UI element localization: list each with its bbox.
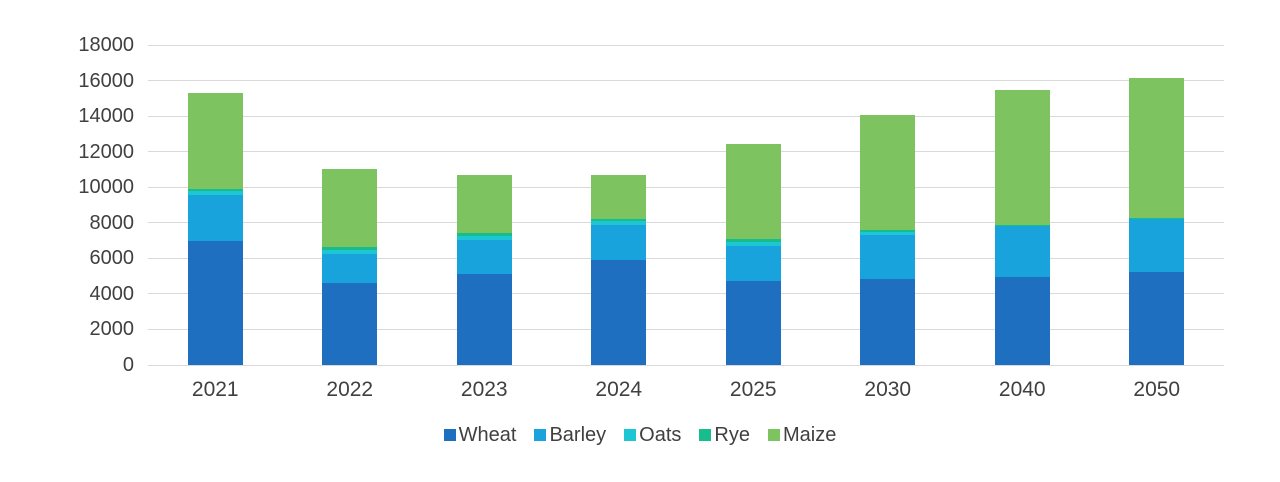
legend-label: Barley xyxy=(549,424,607,446)
gridline xyxy=(148,80,1224,82)
legend-label: Oats xyxy=(639,424,682,446)
bar-segment-2023-wheat xyxy=(456,274,512,365)
x-axis-tick-label: 2040 xyxy=(998,378,1046,401)
bar-segment-2021-wheat xyxy=(187,240,243,365)
bar-segment-2030-wheat xyxy=(860,278,916,365)
bar-segment-2024-oats xyxy=(591,220,647,225)
bar-segment-2024-maize xyxy=(591,174,647,220)
legend-item-oats: Oats xyxy=(624,422,681,448)
bar-segment-2022-wheat xyxy=(322,283,378,365)
x-axis-tick-label: 2050 xyxy=(1133,378,1181,401)
x-axis-tick-label: 2021 xyxy=(191,378,239,401)
bar-segment-2030-rye xyxy=(860,229,916,232)
legend-swatch-icon xyxy=(767,429,780,441)
bar-segment-2040-oats xyxy=(994,225,1050,227)
y-axis-tick-label: 6000 xyxy=(89,247,135,270)
x-axis-tick-label: 2022 xyxy=(326,378,374,401)
bar-segment-2021-rye xyxy=(187,188,243,191)
bar-segment-2024-rye xyxy=(591,219,647,221)
x-axis-line xyxy=(148,364,1224,366)
gridline xyxy=(148,44,1224,46)
bar-segment-2040-maize xyxy=(994,89,1050,225)
legend-item-maize: Maize xyxy=(767,422,837,448)
bar-segment-2021-barley xyxy=(187,195,243,241)
bar-segment-2023-oats xyxy=(456,235,512,240)
bar-segment-2023-barley xyxy=(456,239,512,275)
gridline xyxy=(148,222,1224,224)
legend-label: Rye xyxy=(714,424,750,446)
bar-segment-2025-maize xyxy=(725,144,781,240)
y-axis-tick-label: 16000 xyxy=(78,69,134,92)
bar-segment-2040-barley xyxy=(994,226,1050,277)
y-axis-tick-label: 2000 xyxy=(89,318,135,341)
bar-segment-2022-oats xyxy=(322,250,378,254)
gridline xyxy=(148,257,1224,259)
gridline xyxy=(148,293,1224,295)
legend-item-rye: Rye xyxy=(699,422,750,448)
x-axis-tick-label: 2023 xyxy=(460,378,508,401)
bar-segment-2040-rye xyxy=(994,224,1050,226)
bar-segment-2024-wheat xyxy=(591,260,647,365)
legend-item-wheat: Wheat xyxy=(443,422,517,448)
bar-segment-2024-barley xyxy=(591,224,647,261)
bar-segment-2023-rye xyxy=(456,233,512,236)
legend-item-barley: Barley xyxy=(534,422,606,448)
bar-segment-2040-wheat xyxy=(994,277,1050,365)
y-axis-tick-label: 12000 xyxy=(78,140,134,163)
gridline xyxy=(148,151,1224,153)
bar-segment-2021-maize xyxy=(187,92,243,189)
gridline xyxy=(148,328,1224,330)
gridline xyxy=(148,115,1224,117)
bar-segment-2030-barley xyxy=(860,234,916,279)
x-axis-tick-label: 2024 xyxy=(595,378,643,401)
legend-swatch-icon xyxy=(699,429,712,441)
bar-segment-2050-oats xyxy=(1129,218,1185,220)
legend-swatch-icon xyxy=(624,429,637,441)
legend-label: Maize xyxy=(782,424,837,446)
y-axis-tick-label: 18000 xyxy=(78,34,134,56)
bar-segment-2025-oats xyxy=(725,241,781,246)
bar-segment-2030-maize xyxy=(860,115,916,230)
gridline xyxy=(148,186,1224,188)
bar-segment-2023-maize xyxy=(456,174,512,234)
legend-swatch-icon xyxy=(443,429,456,441)
bar-segment-2022-rye xyxy=(322,247,378,251)
legend-swatch-icon xyxy=(534,429,547,441)
y-axis-tick-label: 0 xyxy=(122,354,134,376)
y-axis-tick-label: 14000 xyxy=(78,105,134,128)
bar-segment-2050-barley xyxy=(1129,219,1185,272)
bar-segment-2021-oats xyxy=(187,190,243,196)
bar-segment-2050-maize xyxy=(1129,78,1185,218)
bar-segment-2022-maize xyxy=(322,169,378,248)
bar-segment-2030-oats xyxy=(860,231,916,235)
chart-legend: Wheat Barley Oats Rye Maize xyxy=(0,421,1280,449)
bar-segment-2025-barley xyxy=(725,245,781,282)
bar-segment-2050-wheat xyxy=(1129,271,1185,365)
bar-segment-2022-barley xyxy=(322,253,378,284)
y-axis-tick-label: 8000 xyxy=(89,211,135,234)
bar-segment-2025-rye xyxy=(725,239,781,242)
legend-label: Wheat xyxy=(458,424,517,446)
y-axis-tick-label: 10000 xyxy=(78,176,134,199)
x-axis-tick-label: 2030 xyxy=(864,378,912,401)
y-axis-tick-label: 4000 xyxy=(89,282,135,305)
x-axis-tick-label: 2025 xyxy=(729,378,777,401)
bar-segment-2025-wheat xyxy=(725,281,781,365)
